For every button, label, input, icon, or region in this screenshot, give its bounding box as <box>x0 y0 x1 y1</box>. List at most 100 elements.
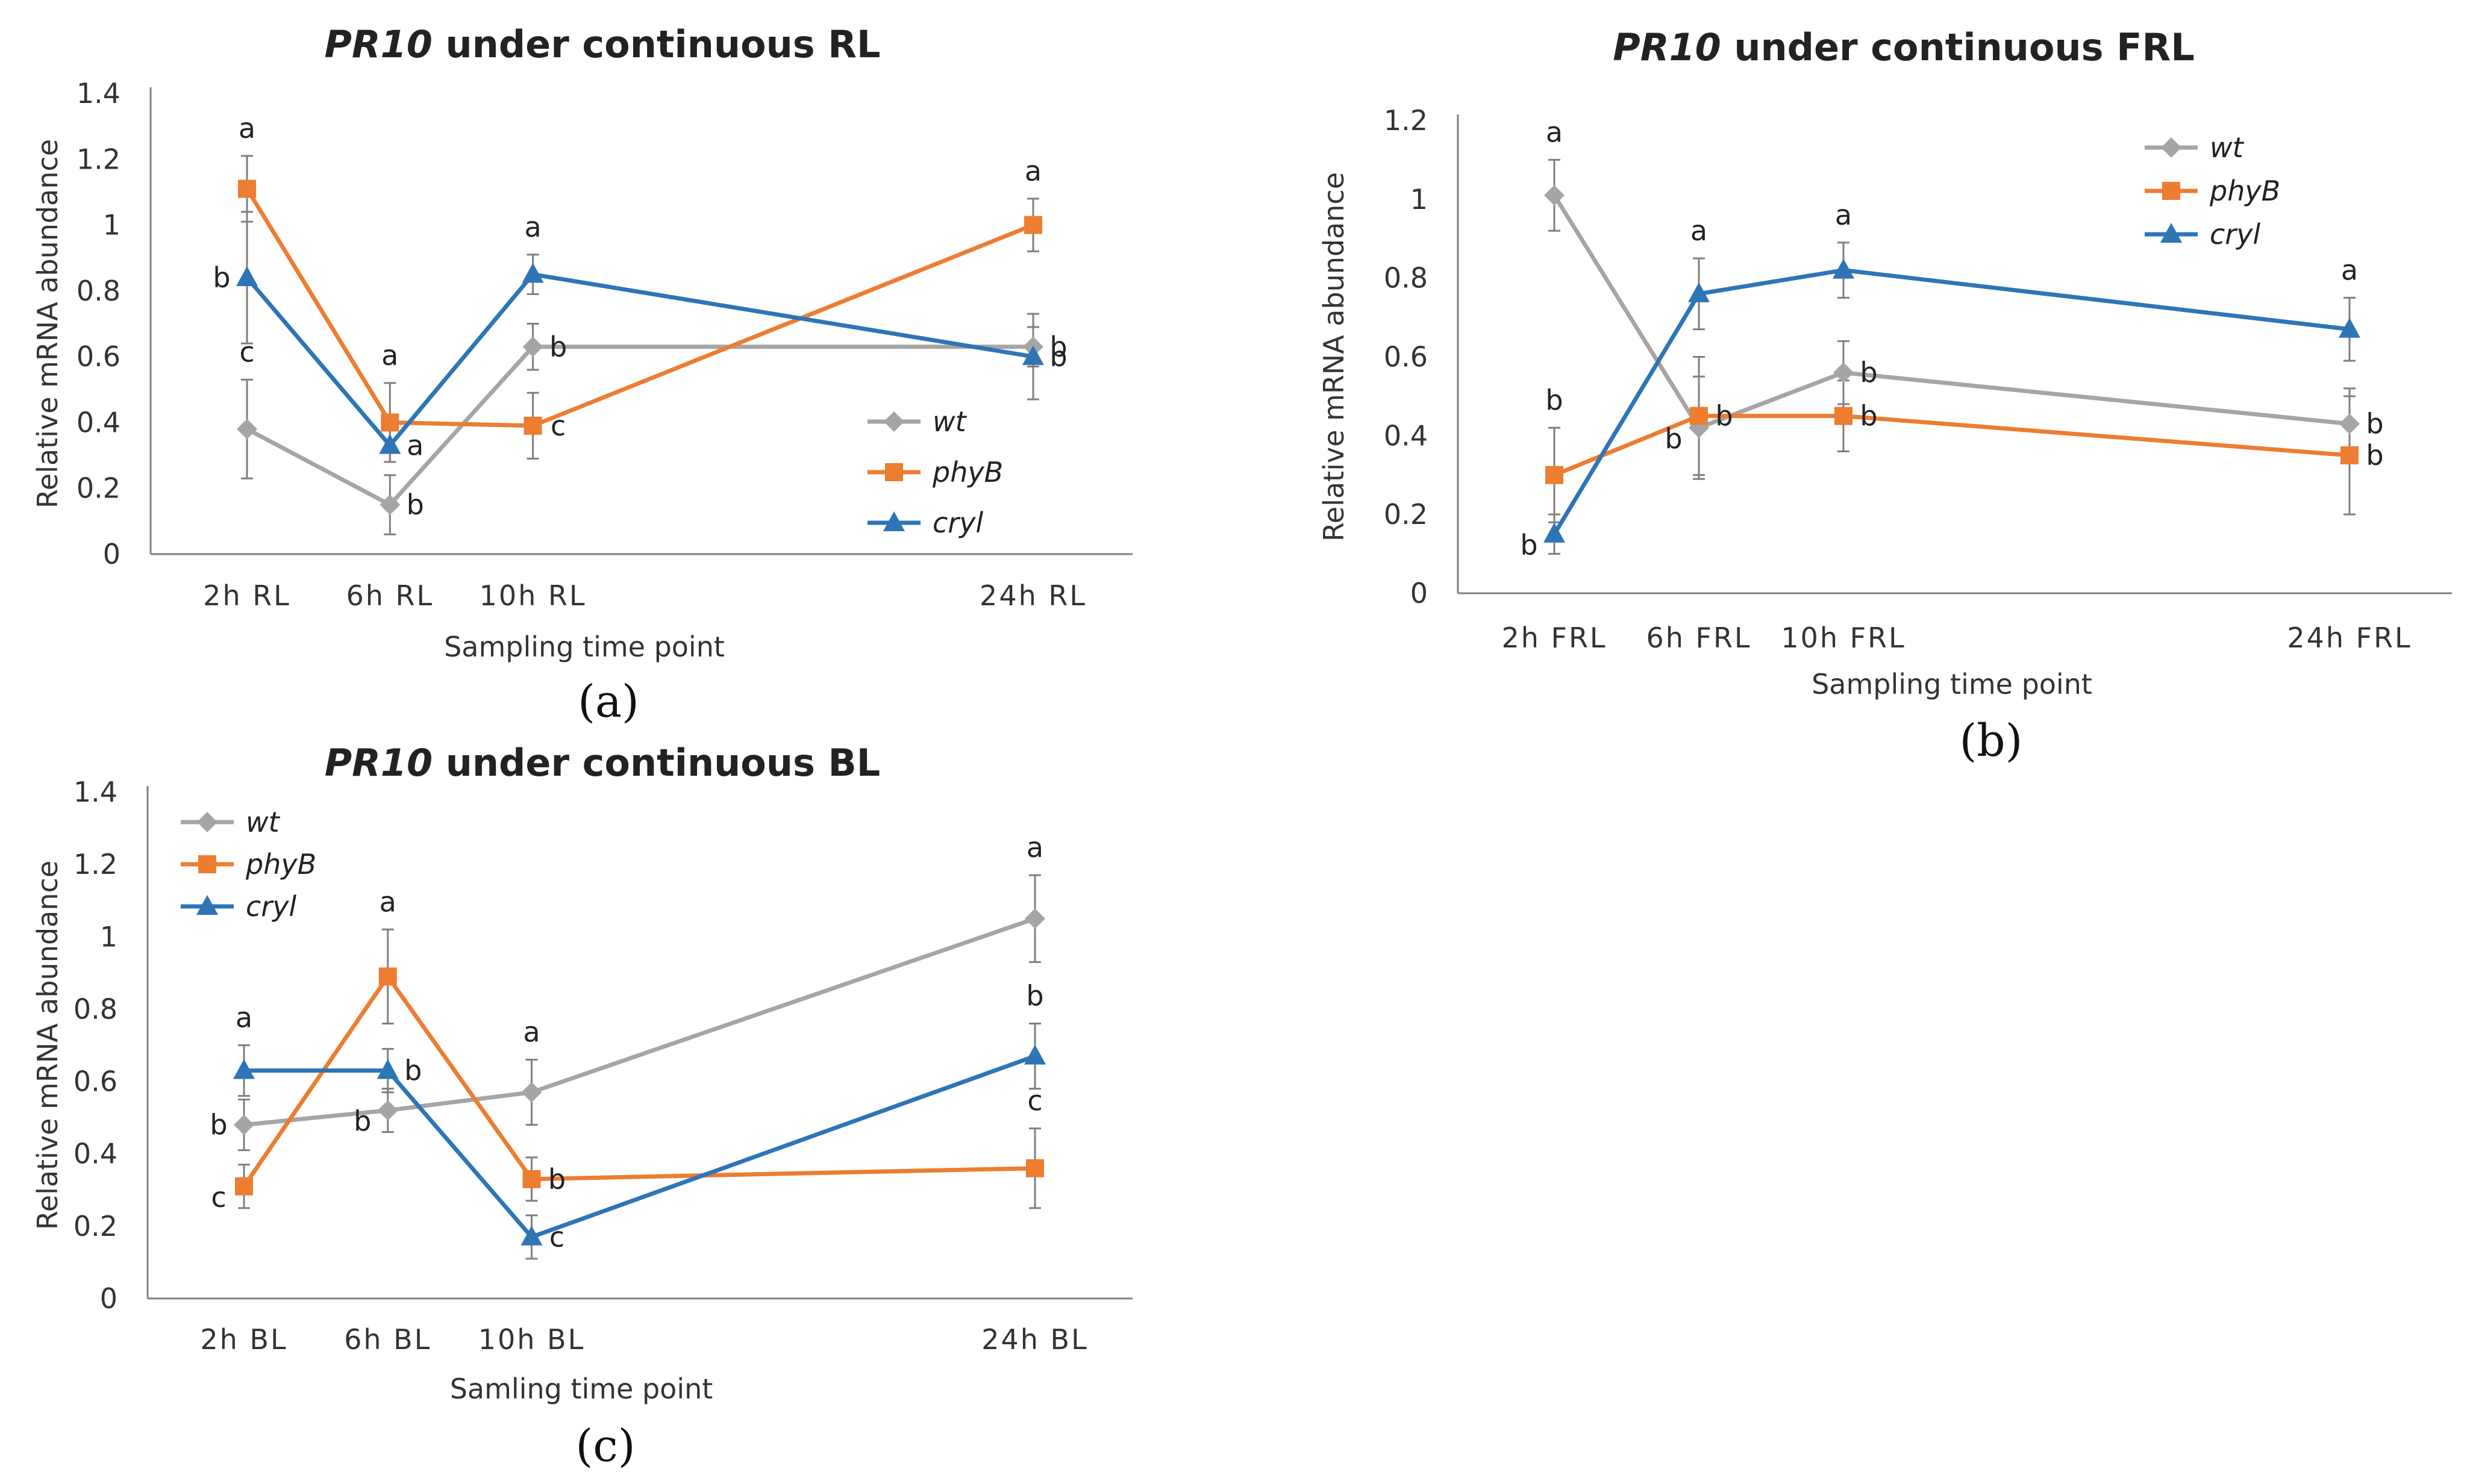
panel-caption: (a) <box>578 676 639 728</box>
data-point-phyB <box>238 179 256 198</box>
legend-label-phyB: phyB <box>2209 175 2280 207</box>
series-cryl <box>1548 242 2356 555</box>
x-tick-label: 6h RL <box>346 579 434 612</box>
data-point-phyB <box>1026 1159 1044 1177</box>
significance-letter-wt: b <box>1860 357 1877 389</box>
data-point-wt <box>521 1082 542 1103</box>
significance-letter-phyB: a <box>381 339 398 372</box>
y-tick-label: 0.6 <box>73 1065 117 1098</box>
data-point-cryl <box>1688 282 1710 302</box>
series-line-group-cryl <box>233 1044 1046 1246</box>
significance-letter-cryl: a <box>2341 254 2358 286</box>
series-line-wt <box>1552 194 2350 431</box>
significance-letter-wt: b <box>210 1109 227 1141</box>
y-tick-label: 0.8 <box>73 993 117 1025</box>
legend-label-wt: wt <box>933 405 968 438</box>
panel-caption: (b) <box>1959 715 2022 767</box>
data-point-wt <box>2339 413 2360 434</box>
data-point-wt <box>377 1100 398 1121</box>
significance-letter-phyB: c <box>1027 1085 1042 1117</box>
chart-title-gene: PR10 <box>325 741 433 785</box>
significance-letter-cryl: b <box>1520 529 1537 561</box>
legend-label-phyB: phyB <box>932 456 1003 488</box>
data-point-cryl <box>1022 345 1044 366</box>
x-axis-label: Samling time point <box>450 1373 713 1405</box>
series-line-phyB <box>242 973 1036 1188</box>
y-tick-label: 0.6 <box>1384 341 1428 373</box>
series-line-group-wt <box>237 336 1043 516</box>
significance-letter-wt: b <box>1665 422 1682 455</box>
y-tick-label: 0.2 <box>1384 498 1428 531</box>
series-line-cryl <box>1552 268 2350 535</box>
data-point-cryl <box>521 1225 543 1246</box>
series-line-group-cryl <box>236 263 1044 454</box>
x-tick-label: 6h FRL <box>1646 622 1751 654</box>
data-point-cryl <box>379 434 401 454</box>
series-line-wt <box>246 344 1033 508</box>
chart-title-gene: PR10 <box>324 22 432 66</box>
significance-letter-cryl: a <box>1835 199 1852 231</box>
significance-letter-phyB: b <box>548 1163 566 1196</box>
legend-label-cryl: cryl <box>246 890 296 923</box>
x-tick-label: 10h FRL <box>1781 622 1906 654</box>
series-line-cryl <box>244 1054 1036 1239</box>
data-point-phyB <box>1690 407 1708 425</box>
significance-letter-phyB: a <box>1025 155 1042 187</box>
legend: wt phyB cryl <box>868 405 1003 539</box>
significance-letter-wt: b <box>407 488 424 521</box>
significance-letter-wt: b <box>549 331 567 363</box>
y-tick-label: 1.2 <box>1384 104 1428 137</box>
y-tick-label: 1 <box>100 920 117 953</box>
legend: wt phyB cryl <box>2145 131 2280 251</box>
series-line-group-phyB <box>235 967 1044 1196</box>
legend-marker-phyB <box>2162 182 2180 200</box>
significance-letter-phyB: b <box>2366 439 2383 472</box>
y-axis-label: Relative mRNA abundance <box>1318 172 1350 541</box>
x-tick-label: 24h RL <box>980 579 1087 612</box>
data-point-cryl <box>377 1059 399 1079</box>
y-tick-label: 0 <box>1410 577 1428 610</box>
significance-letter-wt: c <box>239 335 254 368</box>
series-line-group-wt <box>234 908 1045 1135</box>
data-point-phyB <box>381 413 399 432</box>
significance-letter-wt: b <box>354 1105 371 1138</box>
chart-title-rest: under continuous BL <box>433 741 880 785</box>
y-tick-label: 0 <box>100 1282 117 1315</box>
data-point-phyB <box>235 1177 253 1196</box>
significance-letter-cryl: a <box>524 211 541 243</box>
data-point-phyB <box>2340 446 2359 465</box>
chart-title: PR10 under continuous FRL <box>1613 25 2194 69</box>
x-axis-label: Sampling time point <box>444 631 725 663</box>
series-wt <box>241 323 1039 535</box>
significance-letter-phyB: a <box>239 112 255 145</box>
chart-panel-c: PR10 under continuous BL 0 0.2 0.4 0.6 0.8 1 1.… <box>31 741 1133 1472</box>
significance-letter-phyB: b <box>1860 400 1877 432</box>
legend-marker-phyB <box>198 855 216 873</box>
x-axis-label: Sampling time point <box>1812 668 2092 700</box>
data-point-cryl <box>1024 1044 1046 1065</box>
series-cryl <box>238 1022 1041 1260</box>
series-line-group-phyB <box>1545 407 2359 484</box>
data-point-wt <box>234 1114 254 1135</box>
data-point-cryl <box>233 1059 255 1079</box>
series-line-wt <box>243 916 1036 1127</box>
legend-marker-cryl <box>883 511 905 531</box>
data-point-cryl <box>1833 258 1854 279</box>
significance-letter-cryl: c <box>549 1221 564 1253</box>
legend-label-phyB: phyB <box>245 848 316 881</box>
significance-letter-cryl: b <box>404 1055 422 1087</box>
data-point-phyB <box>1024 216 1042 234</box>
data-point-wt <box>522 336 543 357</box>
chart-title-rest: under continuous RL <box>433 22 881 66</box>
data-point-phyB <box>1834 407 1852 425</box>
significance-letter-wt: a <box>1027 831 1043 864</box>
data-point-cryl <box>1543 522 1565 543</box>
legend-marker-wt <box>2161 137 2181 158</box>
data-point-cryl <box>2339 317 2360 338</box>
legend-label-wt: wt <box>2210 131 2245 164</box>
data-point-wt <box>1833 362 1854 383</box>
legend-label-cryl: cryl <box>2210 218 2260 251</box>
data-point-cryl <box>236 266 258 286</box>
y-tick-label: 0.4 <box>77 406 120 438</box>
y-tick-label: 1.2 <box>77 143 120 175</box>
